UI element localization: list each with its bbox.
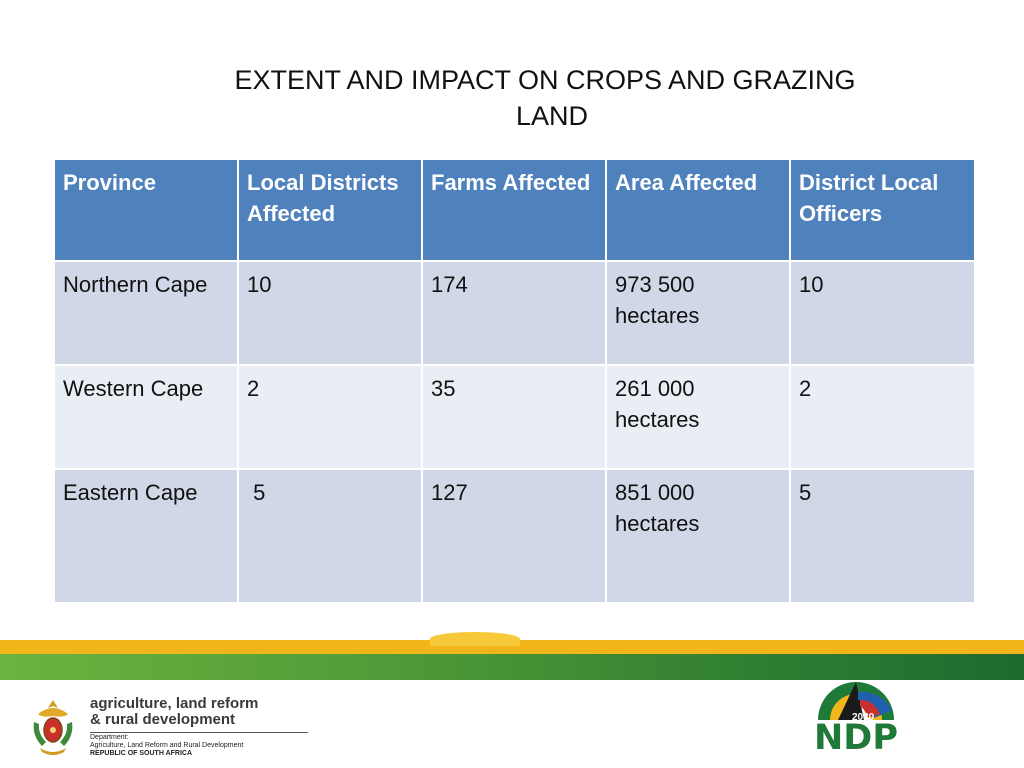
department-caption-line-1: Department:: [90, 734, 129, 741]
cell-officers: 5: [789, 468, 976, 604]
area-value: 851 000: [615, 480, 695, 505]
cell-officers: 2: [789, 364, 976, 470]
cell-districts: 10: [237, 260, 423, 366]
cell-farms: 127: [421, 468, 607, 604]
cell-districts: 2: [237, 364, 423, 470]
header-area: Area Affected: [605, 158, 791, 262]
department-caption-country: REPUBLIC OF SOUTH AFRICA: [90, 750, 193, 757]
header-officers: District Local Officers: [789, 158, 976, 262]
cell-area: 973 500 hectares: [605, 260, 791, 366]
cell-officers: 10: [789, 260, 976, 366]
area-unit: hectares: [615, 407, 700, 432]
table-row: Eastern Cape 5 127 851 000 hectares 5: [53, 468, 976, 604]
table-row: Northern Cape 10 174 973 500 hectares 10: [53, 260, 976, 366]
slide-title: EXTENT AND IMPACT ON CROPS AND GRAZING L…: [200, 62, 890, 134]
coat-of-arms-icon: [33, 700, 73, 755]
ndp-2030-logo: 2030 NDP: [808, 670, 904, 762]
table-header-row: Province Local Districts Affected Farms …: [53, 158, 976, 262]
cell-area: 851 000 hectares: [605, 468, 791, 604]
department-divider: [90, 732, 308, 733]
area-unit: hectares: [615, 303, 700, 328]
area-value: 973 500: [615, 272, 695, 297]
department-logo: agriculture, land reform & rural develop…: [28, 696, 308, 760]
department-name-line-1: agriculture, land reform: [90, 695, 259, 712]
header-local-districts: Local Districts Affected: [237, 158, 423, 262]
ndp-wordmark: NDP: [814, 718, 898, 758]
cell-area: 261 000 hectares: [605, 364, 791, 470]
department-caption-line-2: Agriculture, Land Reform and Rural Devel…: [90, 742, 244, 749]
cell-farms: 35: [421, 364, 607, 470]
title-line-1: EXTENT AND IMPACT ON CROPS AND GRAZING: [234, 65, 856, 95]
department-name-line-2: & rural development: [90, 711, 236, 728]
ndp-year: 2030: [852, 712, 875, 723]
ndp-emblem-icon: [818, 682, 894, 720]
table-row: Western Cape 2 35 261 000 hectares 2: [53, 364, 976, 470]
footer-band-green: [0, 654, 1024, 680]
area-value: 261 000: [615, 376, 695, 401]
header-province: Province: [53, 158, 239, 262]
header-farms: Farms Affected: [421, 158, 607, 262]
footer-band-yellow: [0, 632, 1024, 654]
impact-table: Province Local Districts Affected Farms …: [53, 158, 976, 604]
department-caption: Department: Agriculture, Land Reform and…: [90, 734, 243, 758]
area-unit: hectares: [615, 511, 700, 536]
cell-province: Western Cape: [53, 364, 239, 470]
department-name: agriculture, land reform & rural develop…: [90, 696, 258, 728]
cell-districts: 5: [237, 468, 423, 604]
cell-farms: 174: [421, 260, 607, 366]
cell-province: Eastern Cape: [53, 468, 239, 604]
title-line-2: LAND: [515, 101, 589, 131]
cell-province: Northern Cape: [53, 260, 239, 366]
